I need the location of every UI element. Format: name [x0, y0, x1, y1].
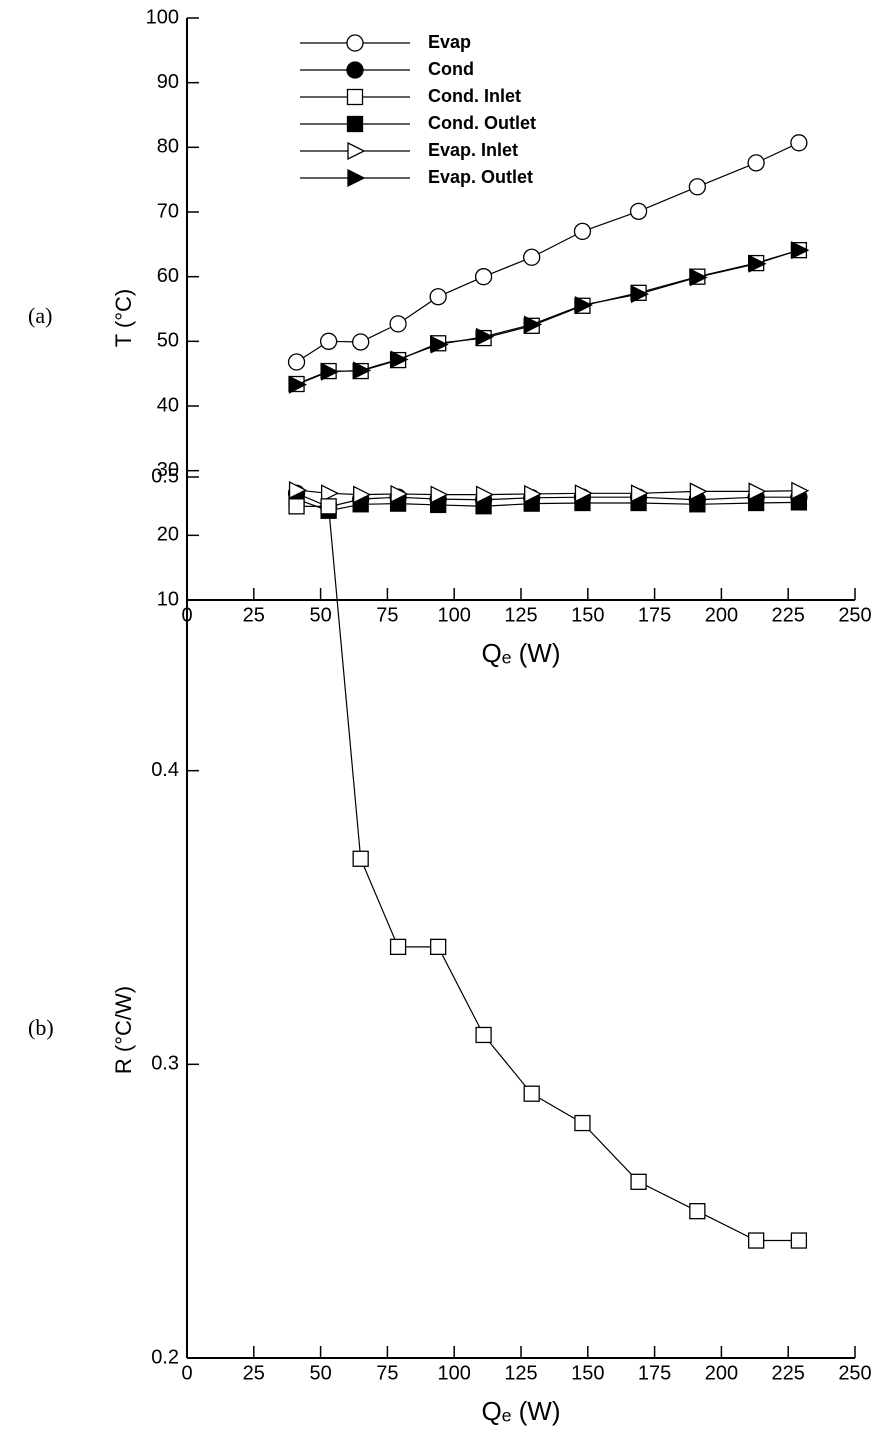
- y-tick-label: 10: [157, 588, 179, 610]
- data-point: [321, 333, 337, 349]
- data-point: [748, 155, 764, 171]
- y-tick-label: 100: [146, 6, 179, 28]
- legend-label: Cond. Inlet: [428, 86, 521, 106]
- legend-marker: [347, 62, 363, 78]
- data-point: [749, 1233, 764, 1248]
- legend-marker: [348, 117, 363, 132]
- data-point: [690, 1204, 705, 1219]
- data-point: [431, 939, 446, 954]
- legend-marker: [347, 35, 363, 51]
- data-point: [791, 1233, 806, 1248]
- x-tick-label: 0: [181, 1362, 192, 1384]
- x-tick-label: 150: [571, 604, 604, 626]
- x-tick-label: 100: [438, 604, 471, 626]
- panel-label: (a): [28, 303, 52, 328]
- y-tick-label: 60: [157, 265, 179, 287]
- y-tick-label: 0.5: [151, 465, 179, 487]
- y-tick-label: 0.2: [151, 1346, 179, 1368]
- y-tick-label: 0.4: [151, 759, 179, 781]
- data-point: [353, 851, 368, 866]
- data-point: [430, 289, 446, 305]
- data-point: [289, 499, 304, 514]
- series-line: [297, 490, 799, 495]
- x-tick-label: 200: [705, 1362, 738, 1384]
- y-tick-label: 40: [157, 394, 179, 416]
- x-tick-label: 200: [705, 604, 738, 626]
- y-tick-label: 20: [157, 524, 179, 546]
- x-tick-label: 250: [838, 1362, 871, 1384]
- x-tick-label: 225: [772, 1362, 805, 1384]
- series-line: [297, 250, 799, 384]
- x-tick-label: 125: [504, 604, 537, 626]
- x-tick-label: 250: [838, 604, 871, 626]
- legend-label: Evap. Outlet: [428, 167, 533, 187]
- x-tick-label: 225: [772, 604, 805, 626]
- legend-label: Cond: [428, 59, 474, 79]
- x-tick-label: 175: [638, 1362, 671, 1384]
- legend-marker: [348, 90, 363, 105]
- legend-label: Evap. Inlet: [428, 140, 518, 160]
- x-tick-label: 125: [504, 1362, 537, 1384]
- data-point: [631, 203, 647, 219]
- x-tick-label: 75: [376, 1362, 398, 1384]
- data-point: [574, 223, 590, 239]
- data-point: [391, 939, 406, 954]
- panel-label: (b): [28, 1015, 54, 1040]
- y-tick-label: 80: [157, 136, 179, 158]
- legend-marker: [348, 170, 364, 186]
- y-tick-label: 90: [157, 71, 179, 93]
- figure: 1020304050607080901000255075100125150175…: [0, 0, 885, 1438]
- data-point: [321, 499, 336, 514]
- y-axis-label: R (°C/W): [111, 986, 136, 1074]
- legend-label: Cond. Outlet: [428, 113, 536, 133]
- legend-marker: [348, 143, 364, 159]
- x-tick-label: 50: [309, 1362, 331, 1384]
- x-tick-label: 25: [243, 1362, 265, 1384]
- data-point: [689, 179, 705, 195]
- x-tick-label: 150: [571, 1362, 604, 1384]
- y-tick-label: 70: [157, 200, 179, 222]
- data-point: [390, 316, 406, 332]
- data-point: [524, 249, 540, 265]
- y-tick-label: 0.3: [151, 1053, 179, 1075]
- x-tick-label: 100: [438, 1362, 471, 1384]
- x-tick-label: 50: [309, 604, 331, 626]
- data-point: [791, 135, 807, 151]
- data-point: [476, 1027, 491, 1042]
- data-point: [524, 1086, 539, 1101]
- data-point: [289, 354, 305, 370]
- x-tick-label: 25: [243, 604, 265, 626]
- data-point: [353, 334, 369, 350]
- series-line: [297, 143, 799, 362]
- x-axis-label: Qₑ (W): [482, 1396, 561, 1426]
- y-axis-label: T (°C): [111, 289, 136, 348]
- x-tick-label: 75: [376, 604, 398, 626]
- series-line: [297, 499, 799, 511]
- x-axis-label: Qₑ (W): [482, 638, 561, 668]
- data-point: [631, 1174, 646, 1189]
- data-point: [476, 269, 492, 285]
- legend-label: Evap: [428, 32, 471, 52]
- data-point: [575, 1116, 590, 1131]
- series-line: [297, 493, 799, 507]
- x-tick-label: 175: [638, 604, 671, 626]
- y-tick-label: 50: [157, 330, 179, 352]
